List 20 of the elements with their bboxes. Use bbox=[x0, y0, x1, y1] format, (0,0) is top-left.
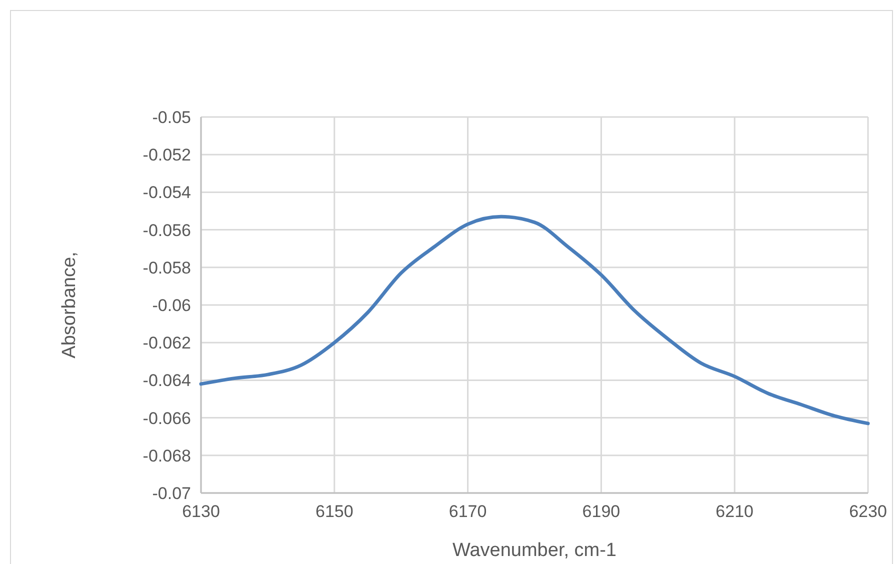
y-tick-label: -0.07 bbox=[152, 484, 191, 503]
y-tick-label: -0.056 bbox=[142, 220, 191, 240]
y-axis-title: Absorbance, bbox=[59, 252, 80, 358]
x-tick-label: 6130 bbox=[182, 502, 220, 521]
x-tick-label: 6210 bbox=[716, 502, 754, 521]
x-tick-label: 6150 bbox=[315, 502, 354, 521]
y-tick-label: -0.066 bbox=[142, 408, 191, 428]
y-tick-label: -0.05 bbox=[152, 108, 191, 127]
line-series bbox=[199, 214, 870, 426]
x-tick-label: 6230 bbox=[849, 502, 887, 521]
x-tick-label: 6190 bbox=[582, 502, 620, 521]
y-tick-label: -0.054 bbox=[142, 183, 191, 202]
y-tick-label: -0.052 bbox=[142, 146, 191, 165]
x-axis-title: Wavenumber, cm-1 bbox=[452, 540, 617, 561]
y-tick-label: -0.058 bbox=[142, 258, 191, 278]
y-tick-label: -0.068 bbox=[142, 446, 191, 466]
y-tick-label: -0.064 bbox=[142, 371, 191, 390]
y-tick-label: -0.06 bbox=[152, 296, 191, 315]
y-tick-label: -0.062 bbox=[142, 334, 191, 353]
x-tick-label: 6170 bbox=[448, 502, 487, 521]
